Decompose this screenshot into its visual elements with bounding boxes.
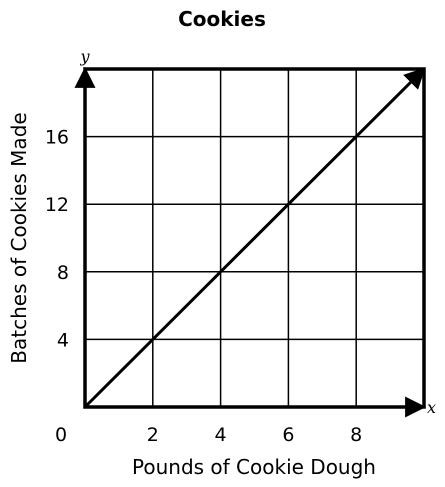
y-tick-label: 4 <box>57 329 69 351</box>
y-axis-label: Batches of Cookies Made <box>7 112 31 363</box>
x-tick-labels: 2 4 6 8 <box>147 424 362 446</box>
x-tick-label: 6 <box>282 424 294 446</box>
y-tick-label: 12 <box>45 194 69 216</box>
y-tick-labels: 4 8 12 16 <box>45 127 69 352</box>
x-axis-label: Pounds of Cookie Dough <box>132 455 376 479</box>
chart-title: Cookies <box>178 7 266 31</box>
y-axis-letter: y <box>79 47 90 66</box>
y-tick-label: 16 <box>45 127 69 149</box>
origin-label: 0 <box>55 424 67 446</box>
series-line <box>83 67 426 409</box>
y-tick-label: 8 <box>57 262 69 284</box>
x-tick-label: 4 <box>215 424 227 446</box>
x-tick-label: 8 <box>350 424 362 446</box>
x-tick-label: 2 <box>147 424 159 446</box>
x-axis-letter: x <box>427 398 436 417</box>
